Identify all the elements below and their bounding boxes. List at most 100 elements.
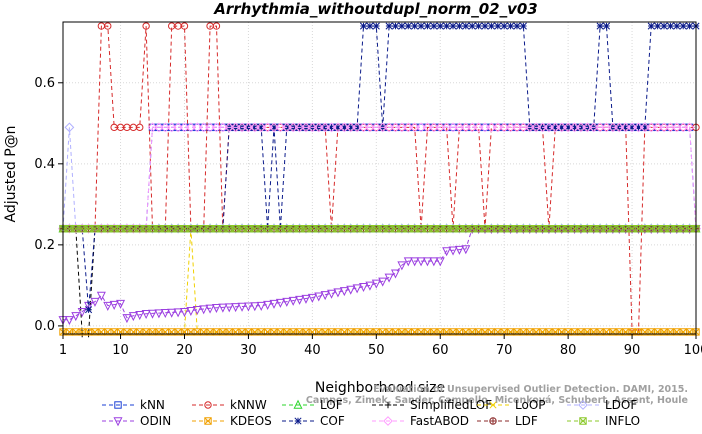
x-tick-label: 70 [496,343,513,358]
data-point-fastabod [211,122,222,133]
data-point-fastabod [275,122,286,133]
data-point-fastabod [639,122,650,133]
data-point-fastabod [441,122,452,133]
legend-item-kdeos: KDEOS [192,414,272,428]
credit-text-top: Evaluation of Unsupervised Outlier Detec… [373,384,688,395]
data-point-cof [634,123,643,131]
data-point-odin [442,247,452,257]
series-line-ldof [62,127,696,230]
data-point-cof [462,22,470,30]
data-point-ldof [64,122,75,133]
data-point-odin [128,312,138,322]
data-point-cof [686,22,694,30]
data-point-odin [179,308,189,318]
series-ldof [58,122,701,234]
data-point-knnw [442,123,451,132]
data-point-cof [436,22,444,30]
legend-marker-cof [294,417,302,425]
data-point-odin [199,305,209,315]
data-point-cof [673,22,681,30]
data-point-fastabod [384,122,394,133]
data-point-cof [558,123,566,131]
data-point-cof [353,123,361,131]
data-point-odin [77,308,87,318]
data-point-odin [192,305,202,316]
data-point-fastabod [198,122,209,133]
data-point-fastabod [492,122,503,133]
plot-frame [62,21,697,335]
data-point-odin [109,300,119,310]
legend-marker-ldof [578,400,588,410]
y-tick-label: 0.6 [34,76,55,91]
data-point-fastabod [486,122,497,133]
data-point-fastabod [435,122,446,133]
data-point-cof [507,22,515,30]
data-point-fastabod [531,122,542,133]
data-point-odin [397,261,407,271]
data-point-fastabod [307,122,318,133]
data-point-knnw [212,22,221,30]
data-point-cof [340,123,348,131]
data-point-fastabod [550,122,561,133]
data-point-odin [435,257,445,267]
data-point-cof [385,22,393,30]
data-point-fastabod [556,122,567,133]
x-tick-label: 30 [240,343,257,358]
data-point-fastabod [499,122,510,133]
data-point-fastabod [320,122,331,133]
legend-label-cof: COF [320,414,345,428]
data-point-fastabod [403,122,414,133]
legend-marker-knnw [204,401,212,409]
data-point-odin [359,283,369,293]
data-point-fastabod [371,122,382,133]
data-point-fastabod [313,122,324,133]
data-point-odin [320,291,330,301]
legend-marker-ldf [489,417,497,425]
data-point-fastabod [646,122,657,133]
data-point-fastabod [326,122,337,133]
data-point-fastabod [467,122,478,133]
legend-item-ldf: LDF [477,414,538,428]
data-point-cof [327,123,336,131]
data-point-odin [211,303,221,313]
data-point-cof [602,22,611,30]
data-point-cof [647,22,655,30]
data-point-fastabod [416,122,426,133]
data-point-fastabod [154,122,164,133]
data-point-fastabod [544,122,554,133]
data-point-cof [251,123,259,131]
data-point-fastabod [301,122,311,133]
data-point-cof [513,22,521,30]
data-point-cof [551,123,559,131]
data-point-fastabod [166,122,177,133]
data-point-cof [347,123,355,131]
data-point-cof [622,123,630,131]
data-point-cof [570,123,579,131]
data-point-odin [224,303,234,313]
data-point-cof [494,22,502,30]
legend-item-knn: kNN [102,398,165,412]
data-point-fastabod [333,122,343,133]
data-point-fastabod [377,122,388,133]
data-point-odin [314,292,324,302]
data-point-cof [660,22,668,30]
data-point-fastabod [480,122,490,133]
data-point-cof [519,22,527,30]
data-point-fastabod [633,122,644,133]
series-knnw [59,22,700,336]
data-point-cof [85,306,93,314]
legend-label-ldof: LDOF [605,398,637,412]
data-point-odin [371,279,381,289]
data-point-fastabod [217,122,228,133]
data-point-odin [288,296,298,306]
legend-label-fastabod: FastABOD [410,414,469,428]
data-point-fastabod [563,122,574,133]
data-point-fastabod [595,122,605,133]
data-point-cof [404,22,412,30]
data-point-fastabod [454,122,465,133]
data-point-odin [269,299,279,309]
data-point-cof [468,22,476,30]
data-point-cof [455,22,463,30]
data-point-odin [282,297,292,307]
